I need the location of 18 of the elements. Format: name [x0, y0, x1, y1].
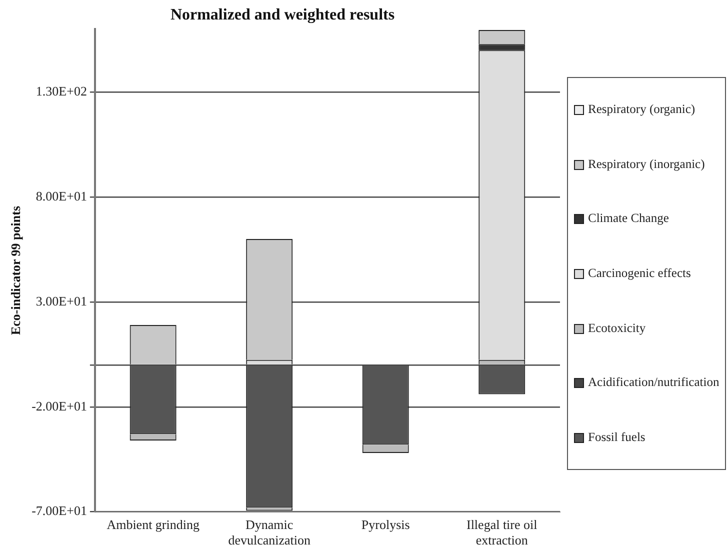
legend-label: Fossil fuels — [588, 430, 646, 445]
legend-label: Respiratory (inorganic) — [588, 156, 705, 172]
y-axis-title: Eco-indicator 99 points — [8, 206, 24, 336]
legend-label: Carcinogenic effects — [588, 266, 691, 281]
chart-title: Normalized and weighted results — [170, 6, 395, 24]
legend-label: Ecotoxicity — [588, 320, 646, 336]
legend-label: Acidification/nutrification — [588, 375, 720, 390]
y-tick-label: 3.00E+01 — [36, 293, 87, 308]
x-tick-label: Ambient grinding — [106, 517, 200, 532]
x-tick-label: Pyrolysis — [361, 517, 410, 532]
x-tick-label: Dynamic devulcanization — [228, 517, 311, 548]
y-tick-label: 8.00E+01 — [36, 188, 87, 204]
y-tick-label: -2.00E+01 — [32, 398, 87, 414]
legend-label: Climate Change — [588, 211, 669, 226]
y-tick-label: -7.00E+01 — [32, 503, 87, 518]
y-tick-label: 1.30E+02 — [36, 84, 87, 99]
legend-label: Respiratory (organic) — [588, 102, 696, 118]
x-tick-label: Illegal tire oil extraction — [466, 517, 538, 548]
